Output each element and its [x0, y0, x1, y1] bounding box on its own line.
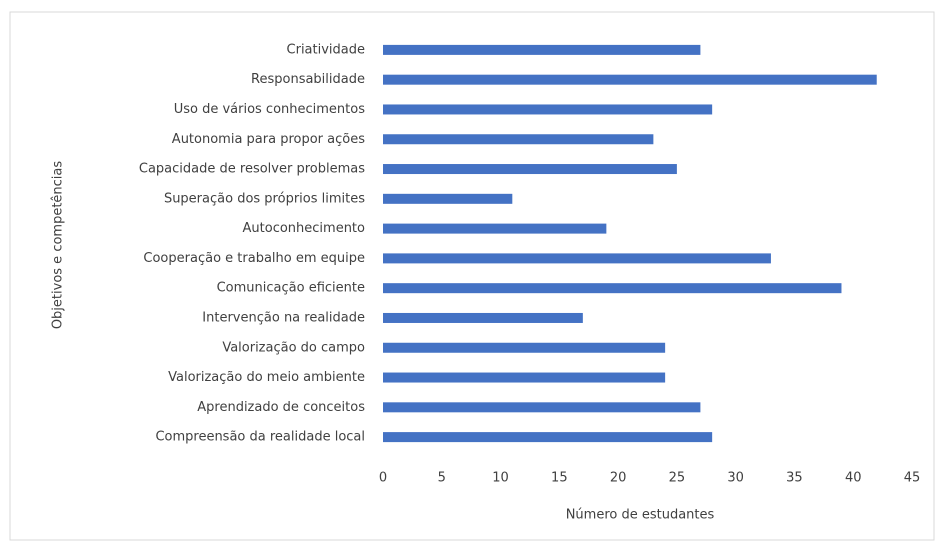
bar — [383, 164, 677, 175]
y-tick-label: Valorização do campo — [222, 340, 365, 355]
x-tick-label: 5 — [438, 471, 446, 486]
y-tick-label: Compreensão da realidade local — [155, 430, 365, 445]
bar — [383, 74, 877, 85]
bar — [383, 402, 701, 413]
y-tick-label: Uso de vários conhecimentos — [174, 102, 366, 117]
bar — [383, 432, 713, 443]
bar — [383, 44, 701, 55]
x-tick-label: 40 — [845, 471, 862, 486]
x-tick-label: 25 — [669, 471, 686, 486]
y-tick-label: Cooperação e trabalho em equipe — [143, 251, 365, 266]
x-tick-label: 10 — [492, 471, 509, 486]
y-tick-label: Autonomia para propor ações — [172, 132, 365, 147]
y-tick-label: Valorização do meio ambiente — [168, 370, 365, 385]
y-tick-label: Intervenção na realidade — [202, 310, 365, 325]
y-tick-label: Responsabilidade — [251, 72, 365, 87]
y-tick-label: Capacidade de resolver problemas — [139, 162, 365, 177]
chart-border — [9, 11, 935, 541]
x-tick-label: 35 — [786, 471, 803, 486]
y-tick-label: Comunicação eficiente — [217, 281, 365, 296]
x-tick-label: 15 — [551, 471, 568, 486]
y-tick-label: Superação dos próprios limites — [164, 191, 365, 206]
x-tick-label: 0 — [379, 471, 387, 486]
bar — [383, 223, 607, 234]
y-tick-label: Aprendizado de conceitos — [197, 400, 365, 415]
x-tick-label: 20 — [610, 471, 627, 486]
bar — [383, 312, 583, 323]
bar — [383, 372, 666, 383]
bar — [383, 283, 842, 294]
y-tick-label: Criatividade — [287, 42, 365, 57]
bar — [383, 253, 771, 264]
bar — [383, 193, 513, 204]
bar — [383, 342, 666, 353]
bar — [383, 104, 713, 115]
y-axis-label: Objetivos e competências — [51, 161, 66, 330]
x-tick-label: 30 — [727, 471, 744, 486]
bar — [383, 134, 654, 145]
y-tick-label: Autoconhecimento — [243, 221, 366, 236]
x-tick-label: 45 — [904, 471, 921, 486]
x-axis-label: Número de estudantes — [566, 508, 715, 523]
